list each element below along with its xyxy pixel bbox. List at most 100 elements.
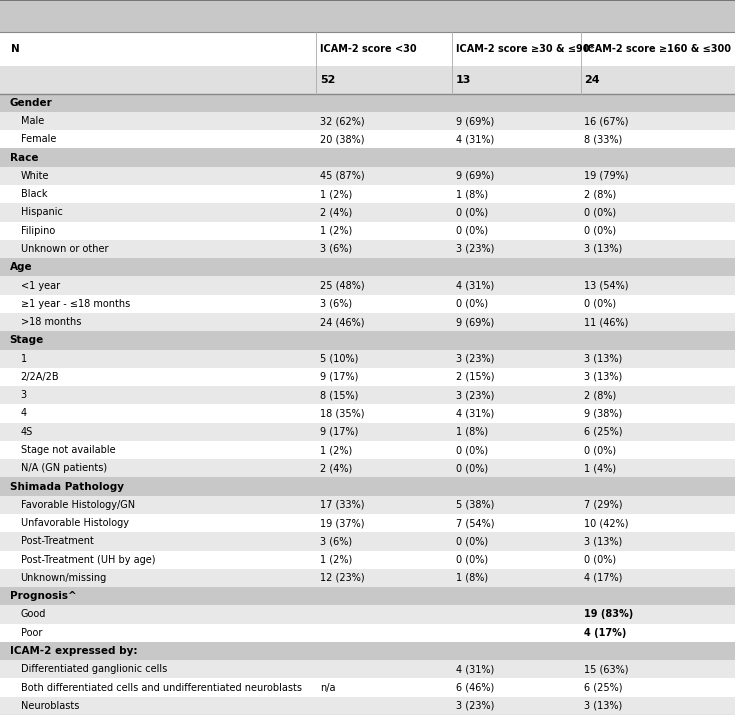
Text: 20 (38%): 20 (38%) — [320, 134, 365, 144]
Text: 1 (2%): 1 (2%) — [320, 445, 352, 455]
Text: 3 (6%): 3 (6%) — [320, 536, 352, 546]
FancyBboxPatch shape — [0, 368, 735, 386]
FancyBboxPatch shape — [0, 94, 735, 112]
FancyBboxPatch shape — [0, 660, 735, 679]
FancyBboxPatch shape — [0, 642, 735, 660]
Text: 0 (0%): 0 (0%) — [584, 445, 617, 455]
Text: Post-Treatment: Post-Treatment — [21, 536, 93, 546]
Text: 7 (29%): 7 (29%) — [584, 500, 623, 510]
Text: 1 (4%): 1 (4%) — [584, 463, 617, 473]
FancyBboxPatch shape — [0, 66, 735, 94]
Text: 3 (6%): 3 (6%) — [320, 299, 352, 309]
Text: Differentiated ganglionic cells: Differentiated ganglionic cells — [21, 664, 167, 674]
Text: 24: 24 — [584, 75, 600, 85]
Text: 32 (62%): 32 (62%) — [320, 116, 365, 126]
Text: Prognosis^: Prognosis^ — [10, 591, 76, 601]
FancyBboxPatch shape — [0, 696, 735, 715]
Text: 0 (0%): 0 (0%) — [584, 555, 617, 565]
Text: 9 (69%): 9 (69%) — [456, 116, 494, 126]
FancyBboxPatch shape — [0, 623, 735, 642]
FancyBboxPatch shape — [0, 331, 735, 350]
Text: n/a: n/a — [320, 683, 335, 693]
FancyBboxPatch shape — [0, 569, 735, 587]
Text: 1 (2%): 1 (2%) — [320, 555, 352, 565]
Text: 3 (13%): 3 (13%) — [584, 536, 623, 546]
Text: 16 (67%): 16 (67%) — [584, 116, 629, 126]
Text: Filipino: Filipino — [21, 226, 55, 236]
Text: 1 (8%): 1 (8%) — [456, 427, 488, 437]
Text: Age: Age — [10, 262, 32, 272]
Text: 5 (38%): 5 (38%) — [456, 500, 494, 510]
Text: 1 (8%): 1 (8%) — [456, 573, 488, 583]
Text: 11 (46%): 11 (46%) — [584, 317, 628, 327]
Text: 4: 4 — [21, 408, 26, 418]
Text: Unfavorable Histology: Unfavorable Histology — [21, 518, 129, 528]
Text: 3 (13%): 3 (13%) — [584, 244, 623, 254]
FancyBboxPatch shape — [0, 32, 735, 66]
Text: Black: Black — [21, 189, 47, 199]
Text: <1 year: <1 year — [21, 280, 60, 290]
Text: Both differentiated cells and undifferentiated neuroblasts: Both differentiated cells and undifferen… — [21, 683, 301, 693]
Text: 7 (54%): 7 (54%) — [456, 518, 494, 528]
Text: 3 (23%): 3 (23%) — [456, 354, 494, 364]
Text: 19 (37%): 19 (37%) — [320, 518, 365, 528]
Text: 3 (23%): 3 (23%) — [456, 390, 494, 400]
FancyBboxPatch shape — [0, 404, 735, 423]
Text: Hispanic: Hispanic — [21, 207, 62, 217]
Text: 3: 3 — [21, 390, 26, 400]
Text: >18 months: >18 months — [21, 317, 81, 327]
Text: ≥1 year - ≤18 months: ≥1 year - ≤18 months — [21, 299, 130, 309]
Text: 4 (31%): 4 (31%) — [456, 664, 494, 674]
Text: 2 (15%): 2 (15%) — [456, 372, 494, 382]
FancyBboxPatch shape — [0, 185, 735, 203]
Text: Stage: Stage — [10, 335, 44, 345]
FancyBboxPatch shape — [0, 478, 735, 495]
Text: N: N — [11, 44, 20, 54]
FancyBboxPatch shape — [0, 295, 735, 313]
FancyBboxPatch shape — [0, 679, 735, 696]
Text: 25 (48%): 25 (48%) — [320, 280, 365, 290]
Text: 4 (31%): 4 (31%) — [456, 134, 494, 144]
Text: Good: Good — [21, 609, 46, 619]
Text: 6 (46%): 6 (46%) — [456, 683, 494, 693]
Text: 15 (63%): 15 (63%) — [584, 664, 629, 674]
Text: 9 (17%): 9 (17%) — [320, 427, 358, 437]
FancyBboxPatch shape — [0, 167, 735, 185]
Text: 12 (23%): 12 (23%) — [320, 573, 365, 583]
Text: Male: Male — [21, 116, 44, 126]
Text: 0 (0%): 0 (0%) — [456, 536, 488, 546]
FancyBboxPatch shape — [0, 112, 735, 130]
Text: Poor: Poor — [21, 628, 42, 638]
FancyBboxPatch shape — [0, 240, 735, 258]
Text: 13: 13 — [456, 75, 471, 85]
Text: 3 (13%): 3 (13%) — [584, 701, 623, 711]
Text: ICAM-2 expressed by:: ICAM-2 expressed by: — [10, 646, 137, 656]
Text: 9 (17%): 9 (17%) — [320, 372, 358, 382]
Text: 6 (25%): 6 (25%) — [584, 427, 623, 437]
Text: 2 (4%): 2 (4%) — [320, 207, 352, 217]
FancyBboxPatch shape — [0, 459, 735, 478]
FancyBboxPatch shape — [0, 587, 735, 606]
Text: 19 (83%): 19 (83%) — [584, 609, 634, 619]
Text: 1 (2%): 1 (2%) — [320, 226, 352, 236]
Text: 2 (8%): 2 (8%) — [584, 390, 617, 400]
Text: 3 (13%): 3 (13%) — [584, 354, 623, 364]
Text: 0 (0%): 0 (0%) — [456, 207, 488, 217]
FancyBboxPatch shape — [0, 441, 735, 459]
Text: Unknown/missing: Unknown/missing — [21, 573, 107, 583]
Text: Shimada Pathology: Shimada Pathology — [10, 482, 123, 492]
Text: 8 (33%): 8 (33%) — [584, 134, 623, 144]
Text: Race: Race — [10, 152, 38, 162]
Text: 9 (69%): 9 (69%) — [456, 171, 494, 181]
Text: 0 (0%): 0 (0%) — [456, 445, 488, 455]
FancyBboxPatch shape — [0, 386, 735, 404]
FancyBboxPatch shape — [0, 606, 735, 623]
Text: 1 (2%): 1 (2%) — [320, 189, 352, 199]
Text: 0 (0%): 0 (0%) — [584, 226, 617, 236]
Text: 0 (0%): 0 (0%) — [456, 555, 488, 565]
Text: 1 (8%): 1 (8%) — [456, 189, 488, 199]
Text: 0 (0%): 0 (0%) — [456, 226, 488, 236]
Text: 17 (33%): 17 (33%) — [320, 500, 365, 510]
Text: 19 (79%): 19 (79%) — [584, 171, 629, 181]
FancyBboxPatch shape — [0, 222, 735, 240]
